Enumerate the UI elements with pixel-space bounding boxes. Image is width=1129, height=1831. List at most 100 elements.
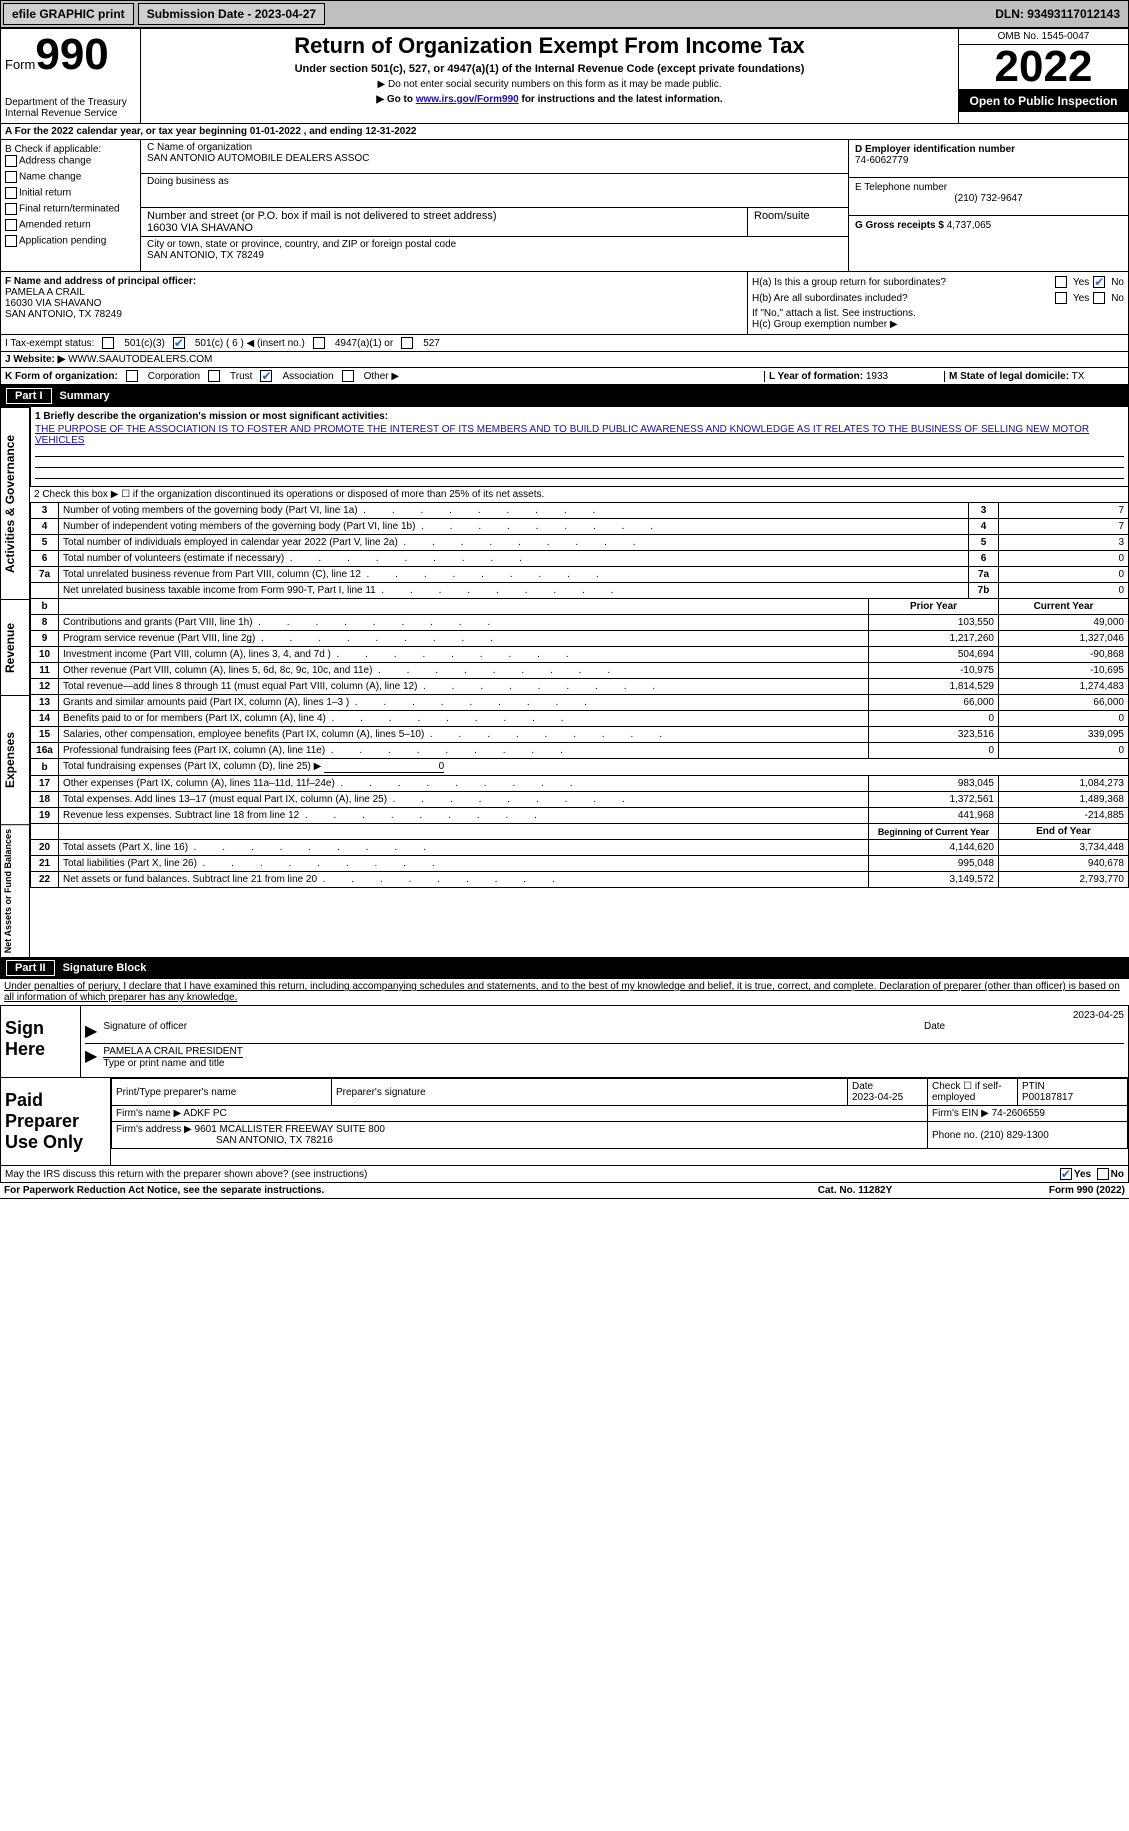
prep-name-label: Print/Type preparer's name: [112, 1079, 332, 1106]
prep-ptin: PTINP00187817: [1018, 1079, 1128, 1106]
officer-addr2: SAN ANTONIO, TX 78249: [5, 309, 743, 320]
side-expenses: Expenses: [0, 695, 30, 824]
chk-address-change[interactable]: Address change: [5, 155, 136, 167]
table-row: 14Benefits paid to or for members (Part …: [31, 711, 1129, 727]
footer-row: For Paperwork Reduction Act Notice, see …: [0, 1183, 1129, 1199]
pycy-header-row: b Prior Year Current Year: [31, 599, 1129, 615]
table-row: 22Net assets or fund balances. Subtract …: [31, 872, 1129, 888]
year-formation: 1933: [866, 371, 888, 382]
sig-date-label: Date: [924, 1021, 1124, 1041]
top-toolbar: efile GRAPHIC print Submission Date - 20…: [0, 0, 1129, 28]
c-name-cell: C Name of organization SAN ANTONIO AUTOM…: [141, 140, 848, 174]
ssn-note: ▶ Do not enter social security numbers o…: [145, 79, 954, 90]
org-city: SAN ANTONIO, TX 78249: [147, 250, 842, 261]
irs-form990-link[interactable]: www.irs.gov/Form990: [416, 94, 519, 105]
chk-name-change[interactable]: Name change: [5, 171, 136, 183]
cat-number: Cat. No. 11282Y: [765, 1185, 945, 1196]
form-number: 990: [35, 33, 108, 77]
part-ii-header: Part II Signature Block: [0, 957, 1129, 979]
discuss-no[interactable]: [1097, 1168, 1109, 1180]
table-row: 5Total number of individuals employed in…: [31, 535, 1129, 551]
efile-print-button[interactable]: efile GRAPHIC print: [3, 3, 134, 25]
form-word: Form: [5, 57, 35, 72]
table-row: 6Total number of volunteers (estimate if…: [31, 551, 1129, 567]
revenue-table: b Prior Year Current Year 8Contributions…: [30, 599, 1129, 695]
gross-receipts-value: 4,737,065: [947, 220, 992, 231]
chk-amended-return[interactable]: Amended return: [5, 219, 136, 231]
chk-501c[interactable]: [173, 337, 185, 349]
c-city-cell: City or town, state or province, country…: [141, 237, 848, 271]
sig-date-top: 2023-04-25: [85, 1010, 1124, 1021]
chk-corp[interactable]: [126, 370, 138, 382]
pra-notice: For Paperwork Reduction Act Notice, see …: [4, 1185, 765, 1196]
dln-number: DLN: 93493117012143: [987, 4, 1128, 24]
website-value: WWW.SAAUTODEALERS.COM: [68, 354, 212, 365]
prep-firm-name: Firm's name ▶ ADKF PC: [112, 1106, 928, 1122]
tax-year: 2022: [959, 45, 1128, 89]
chk-assoc[interactable]: [260, 370, 272, 382]
chk-app-pending[interactable]: Application pending: [5, 235, 136, 247]
e-phone: E Telephone number (210) 732-9647: [849, 178, 1128, 216]
table-row: 8Contributions and grants (Part VIII, li…: [31, 615, 1129, 631]
chk-4947[interactable]: [313, 337, 325, 349]
section-bcdeg: B Check if applicable: Address change Na…: [0, 140, 1129, 272]
hb-yes[interactable]: [1055, 292, 1067, 304]
line-2-discontinued: 2 Check this box ▶ ☐ if the organization…: [30, 487, 1129, 503]
paid-preparer-label: Paid Preparer Use Only: [1, 1078, 111, 1165]
table-row: 21Total liabilities (Part X, line 26) 99…: [31, 856, 1129, 872]
side-revenue: Revenue: [0, 599, 30, 695]
preparer-table: Print/Type preparer's name Preparer's si…: [111, 1078, 1128, 1149]
mission-block: 1 Briefly describe the organization's mi…: [30, 407, 1129, 487]
c-dba-cell: Doing business as: [141, 174, 848, 208]
side-activities-governance: Activities & Governance: [0, 407, 30, 599]
form-subtitle: Under section 501(c), 527, or 4947(a)(1)…: [145, 63, 954, 75]
expenses-table: 13Grants and similar amounts paid (Part …: [30, 695, 1129, 824]
sig-arrow-icon-2: ▶: [85, 1046, 97, 1069]
mission-text: THE PURPOSE OF THE ASSOCIATION IS TO FOS…: [35, 424, 1124, 446]
phone-value: (210) 732-9647: [855, 193, 1122, 204]
line-klm: K Form of organization: Corporation Trus…: [0, 368, 1129, 385]
table-row: 20Total assets (Part X, line 16) 4,144,6…: [31, 840, 1129, 856]
table-row: 10Investment income (Part VIII, column (…: [31, 647, 1129, 663]
chk-final-return[interactable]: Final return/terminated: [5, 203, 136, 215]
form-title: Return of Organization Exempt From Incom…: [145, 33, 954, 59]
section-activities-governance: Activities & Governance 1 Briefly descri…: [0, 407, 1129, 599]
chk-initial-return[interactable]: Initial return: [5, 187, 136, 199]
table-row: 17Other expenses (Part IX, column (A), l…: [31, 776, 1129, 792]
discuss-yes[interactable]: [1060, 1168, 1072, 1180]
chk-other[interactable]: [342, 370, 354, 382]
c-room-cell: Room/suite: [748, 208, 848, 236]
net-assets-table: Beginning of Current Year End of Year 20…: [30, 824, 1129, 888]
ha-no[interactable]: [1093, 276, 1105, 288]
table-row: 11Other revenue (Part VIII, column (A), …: [31, 663, 1129, 679]
prep-date-cell: Date2023-04-25: [848, 1079, 928, 1106]
sig-officer-label: Signature of officer: [103, 1021, 924, 1041]
form-header: Form 990 Department of the Treasury Inte…: [0, 28, 1129, 124]
org-name: SAN ANTONIO AUTOMOBILE DEALERS ASSOC: [147, 153, 842, 164]
side-net-assets: Net Assets or Fund Balances: [0, 824, 30, 957]
governance-table: 3Number of voting members of the governi…: [30, 503, 1129, 599]
open-to-public: Open to Public Inspection: [959, 89, 1128, 112]
prep-self-emp[interactable]: Check ☐ if self-employed: [928, 1079, 1018, 1106]
paid-preparer-block: Paid Preparer Use Only Print/Type prepar…: [0, 1078, 1129, 1166]
b-title: B Check if applicable:: [5, 144, 136, 155]
prep-sig-label: Preparer's signature: [332, 1079, 848, 1106]
h-b-note: If "No," attach a list. See instructions…: [752, 308, 1124, 319]
table-row: 4Number of independent voting members of…: [31, 519, 1129, 535]
goto-note: ▶ Go to www.irs.gov/Form990 for instruct…: [145, 94, 954, 105]
officer-addr1: 16030 VIA SHAVANO: [5, 298, 743, 309]
h-a-row: H(a) Is this a group return for subordin…: [752, 276, 1124, 288]
hb-no[interactable]: [1093, 292, 1105, 304]
prep-phone: Phone no. (210) 829-1300: [928, 1122, 1128, 1149]
chk-527[interactable]: [401, 337, 413, 349]
org-street: 16030 VIA SHAVANO: [147, 222, 741, 234]
submission-date: Submission Date - 2023-04-27: [138, 3, 325, 25]
table-row: Net unrelated business taxable income fr…: [31, 583, 1129, 599]
col-b-checkboxes: B Check if applicable: Address change Na…: [1, 140, 141, 271]
ha-yes[interactable]: [1055, 276, 1067, 288]
chk-501c3[interactable]: [102, 337, 114, 349]
sig-declaration: Under penalties of perjury, I declare th…: [0, 979, 1129, 1005]
line-16b: b Total fundraising expenses (Part IX, c…: [31, 759, 1129, 776]
h-b-row: H(b) Are all subordinates included? Yes …: [752, 292, 1124, 304]
chk-trust[interactable]: [208, 370, 220, 382]
